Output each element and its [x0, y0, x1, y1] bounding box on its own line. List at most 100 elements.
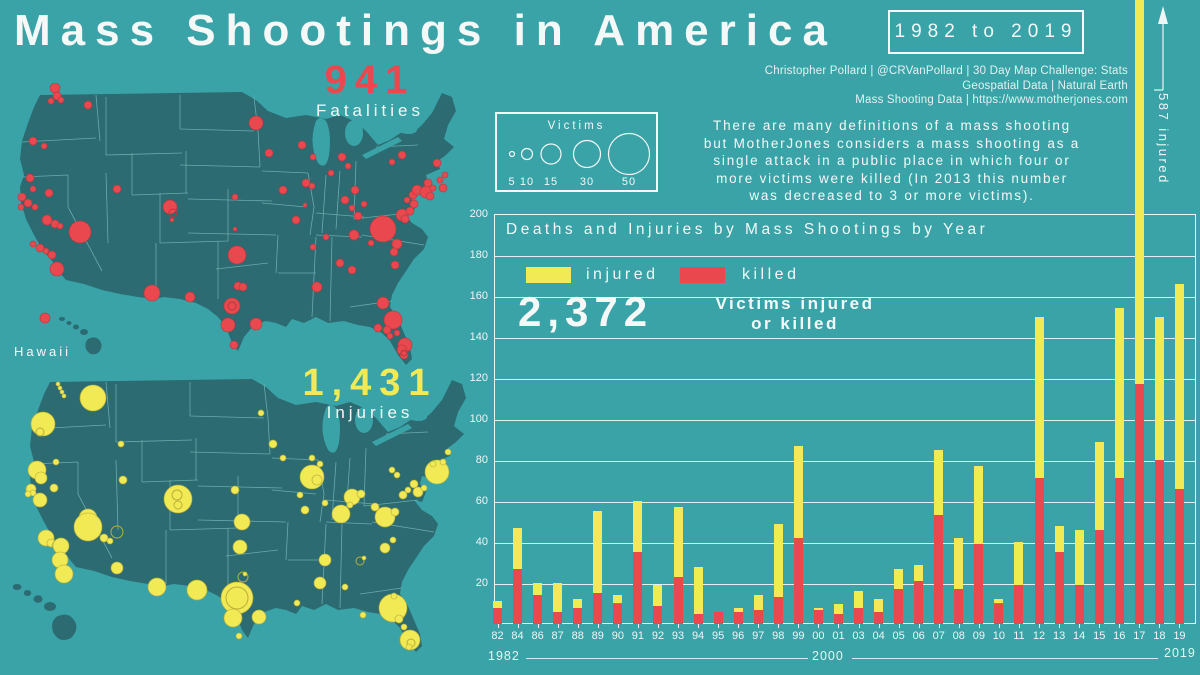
x-tick-label-89: 89 [591, 630, 604, 642]
injury-bubble-60 [355, 556, 365, 566]
fatality-bubble-43 [227, 301, 237, 311]
bar-injured-14 [1074, 529, 1084, 586]
total-label-line2: or killed [751, 314, 839, 333]
x-tick-08 [958, 624, 960, 628]
x-tick-82 [497, 624, 499, 628]
injury-bubble-57 [346, 501, 354, 509]
injury-bubble-80 [444, 448, 452, 456]
x-tick-00 [818, 624, 820, 628]
x-tick-93 [678, 624, 679, 628]
y-tick-label-40: 40 [475, 536, 488, 548]
x-tick-label-09: 09 [972, 630, 985, 642]
bar-injured-09 [974, 466, 984, 545]
fatality-bubble-61 [369, 215, 397, 243]
fatality-bubble-19 [35, 243, 45, 253]
fatality-bubble-84 [376, 296, 390, 310]
legend-size-50: 50 [622, 176, 636, 188]
bar-killed-82 [493, 607, 502, 624]
injury-bubble-84 [400, 623, 408, 631]
x-tick-label-87: 87 [551, 630, 564, 642]
fatality-bubble-68 [409, 199, 419, 209]
fatality-bubble-34 [278, 185, 288, 195]
injury-bubble-5 [30, 411, 56, 437]
fatalities-label: Fatalities [315, 101, 425, 120]
bar-killed-17 [1134, 384, 1144, 624]
fatality-bubble-44 [220, 317, 236, 333]
bar-killed-97 [753, 609, 763, 624]
bar-injured-99 [793, 445, 803, 538]
bar-killed-07 [934, 515, 944, 624]
gridline-80 [495, 460, 1195, 462]
fatality-bubble-20 [42, 247, 50, 255]
bar-injured-88 [573, 599, 583, 608]
x-tick-label-13: 13 [1052, 630, 1066, 642]
fatality-bubble-82 [337, 152, 347, 162]
fatality-bubbles [17, 83, 449, 360]
y-tick-label-140: 140 [469, 331, 488, 343]
injury-bubble-73 [412, 486, 424, 498]
injury-bubble-54 [331, 504, 351, 524]
fatality-bubble-83 [344, 162, 352, 170]
x-tick-06 [918, 624, 920, 628]
bar-killed-99 [793, 537, 803, 624]
y-tick-label-100: 100 [469, 413, 488, 425]
fatality-bubble-56 [348, 229, 360, 241]
injury-bubble-28 [118, 475, 128, 485]
bar-injured-87 [553, 583, 563, 612]
injury-bubbles [24, 381, 452, 651]
y-tick-label-120: 120 [469, 372, 488, 384]
injuries-map [13, 379, 466, 652]
bar-injured-92 [653, 585, 663, 606]
x-tick-88 [577, 624, 579, 628]
bar-killed-03 [854, 607, 864, 624]
y-tick-label-60: 60 [475, 495, 488, 507]
legend-circle-10 [520, 147, 534, 161]
legend-label-injured: injured [586, 266, 659, 283]
x-tick-84 [517, 624, 519, 628]
gridline-180 [495, 255, 1195, 257]
x-tick-97 [758, 624, 760, 628]
bar-injured-89 [593, 511, 603, 594]
x-tick-98 [778, 624, 780, 628]
chart-plot-area [494, 214, 1196, 624]
bar-killed-08 [954, 589, 964, 624]
bar-killed-87 [553, 611, 563, 624]
fatality-bubble-73 [425, 191, 435, 201]
injury-bubble-0 [55, 381, 61, 387]
bar-injured-04 [874, 599, 884, 612]
fatality-bubble-24 [162, 199, 178, 215]
legend-label-killed: killed [742, 266, 800, 283]
bar-killed-09 [974, 544, 984, 624]
great-lakes [312, 118, 417, 166]
fatality-bubble-59 [335, 258, 345, 268]
fatality-bubble-3 [57, 96, 65, 104]
bar-killed-89 [593, 593, 603, 624]
bar-killed-13 [1054, 552, 1064, 624]
injury-bubble-77 [439, 458, 447, 466]
injury-bubble-45 [268, 439, 278, 449]
x-tick-15 [1099, 624, 1101, 628]
x-tick-09 [978, 624, 980, 628]
injury-bubble-67 [374, 506, 396, 528]
x-tick-label-90: 90 [611, 630, 624, 642]
injury-bubble-8 [34, 471, 48, 485]
injury-bubble-46 [279, 454, 287, 462]
injury-bubble-52 [300, 505, 310, 515]
fatality-bubble-85 [383, 310, 403, 330]
injury-bubble-72 [409, 479, 419, 489]
x-tick-label-97: 97 [752, 630, 765, 642]
injury-bubble-82 [390, 592, 398, 600]
injury-bubble-1 [57, 385, 63, 391]
fatality-bubble-55 [350, 185, 360, 195]
hawaii-label: Hawaii [14, 344, 72, 359]
fatality-bubble-86 [373, 323, 383, 333]
definition-line-0: There are many definitions of a mass sho… [713, 118, 1071, 133]
bar-injured-00 [813, 607, 823, 610]
injury-bubble-27 [117, 440, 125, 448]
injury-bubble-51 [296, 491, 304, 499]
fatality-bubble-81 [388, 158, 396, 166]
fatality-bubble-49 [322, 233, 330, 241]
fatality-bubble-23 [112, 184, 122, 194]
bar-injured-15 [1094, 441, 1104, 530]
fatality-bubble-93 [400, 349, 408, 357]
